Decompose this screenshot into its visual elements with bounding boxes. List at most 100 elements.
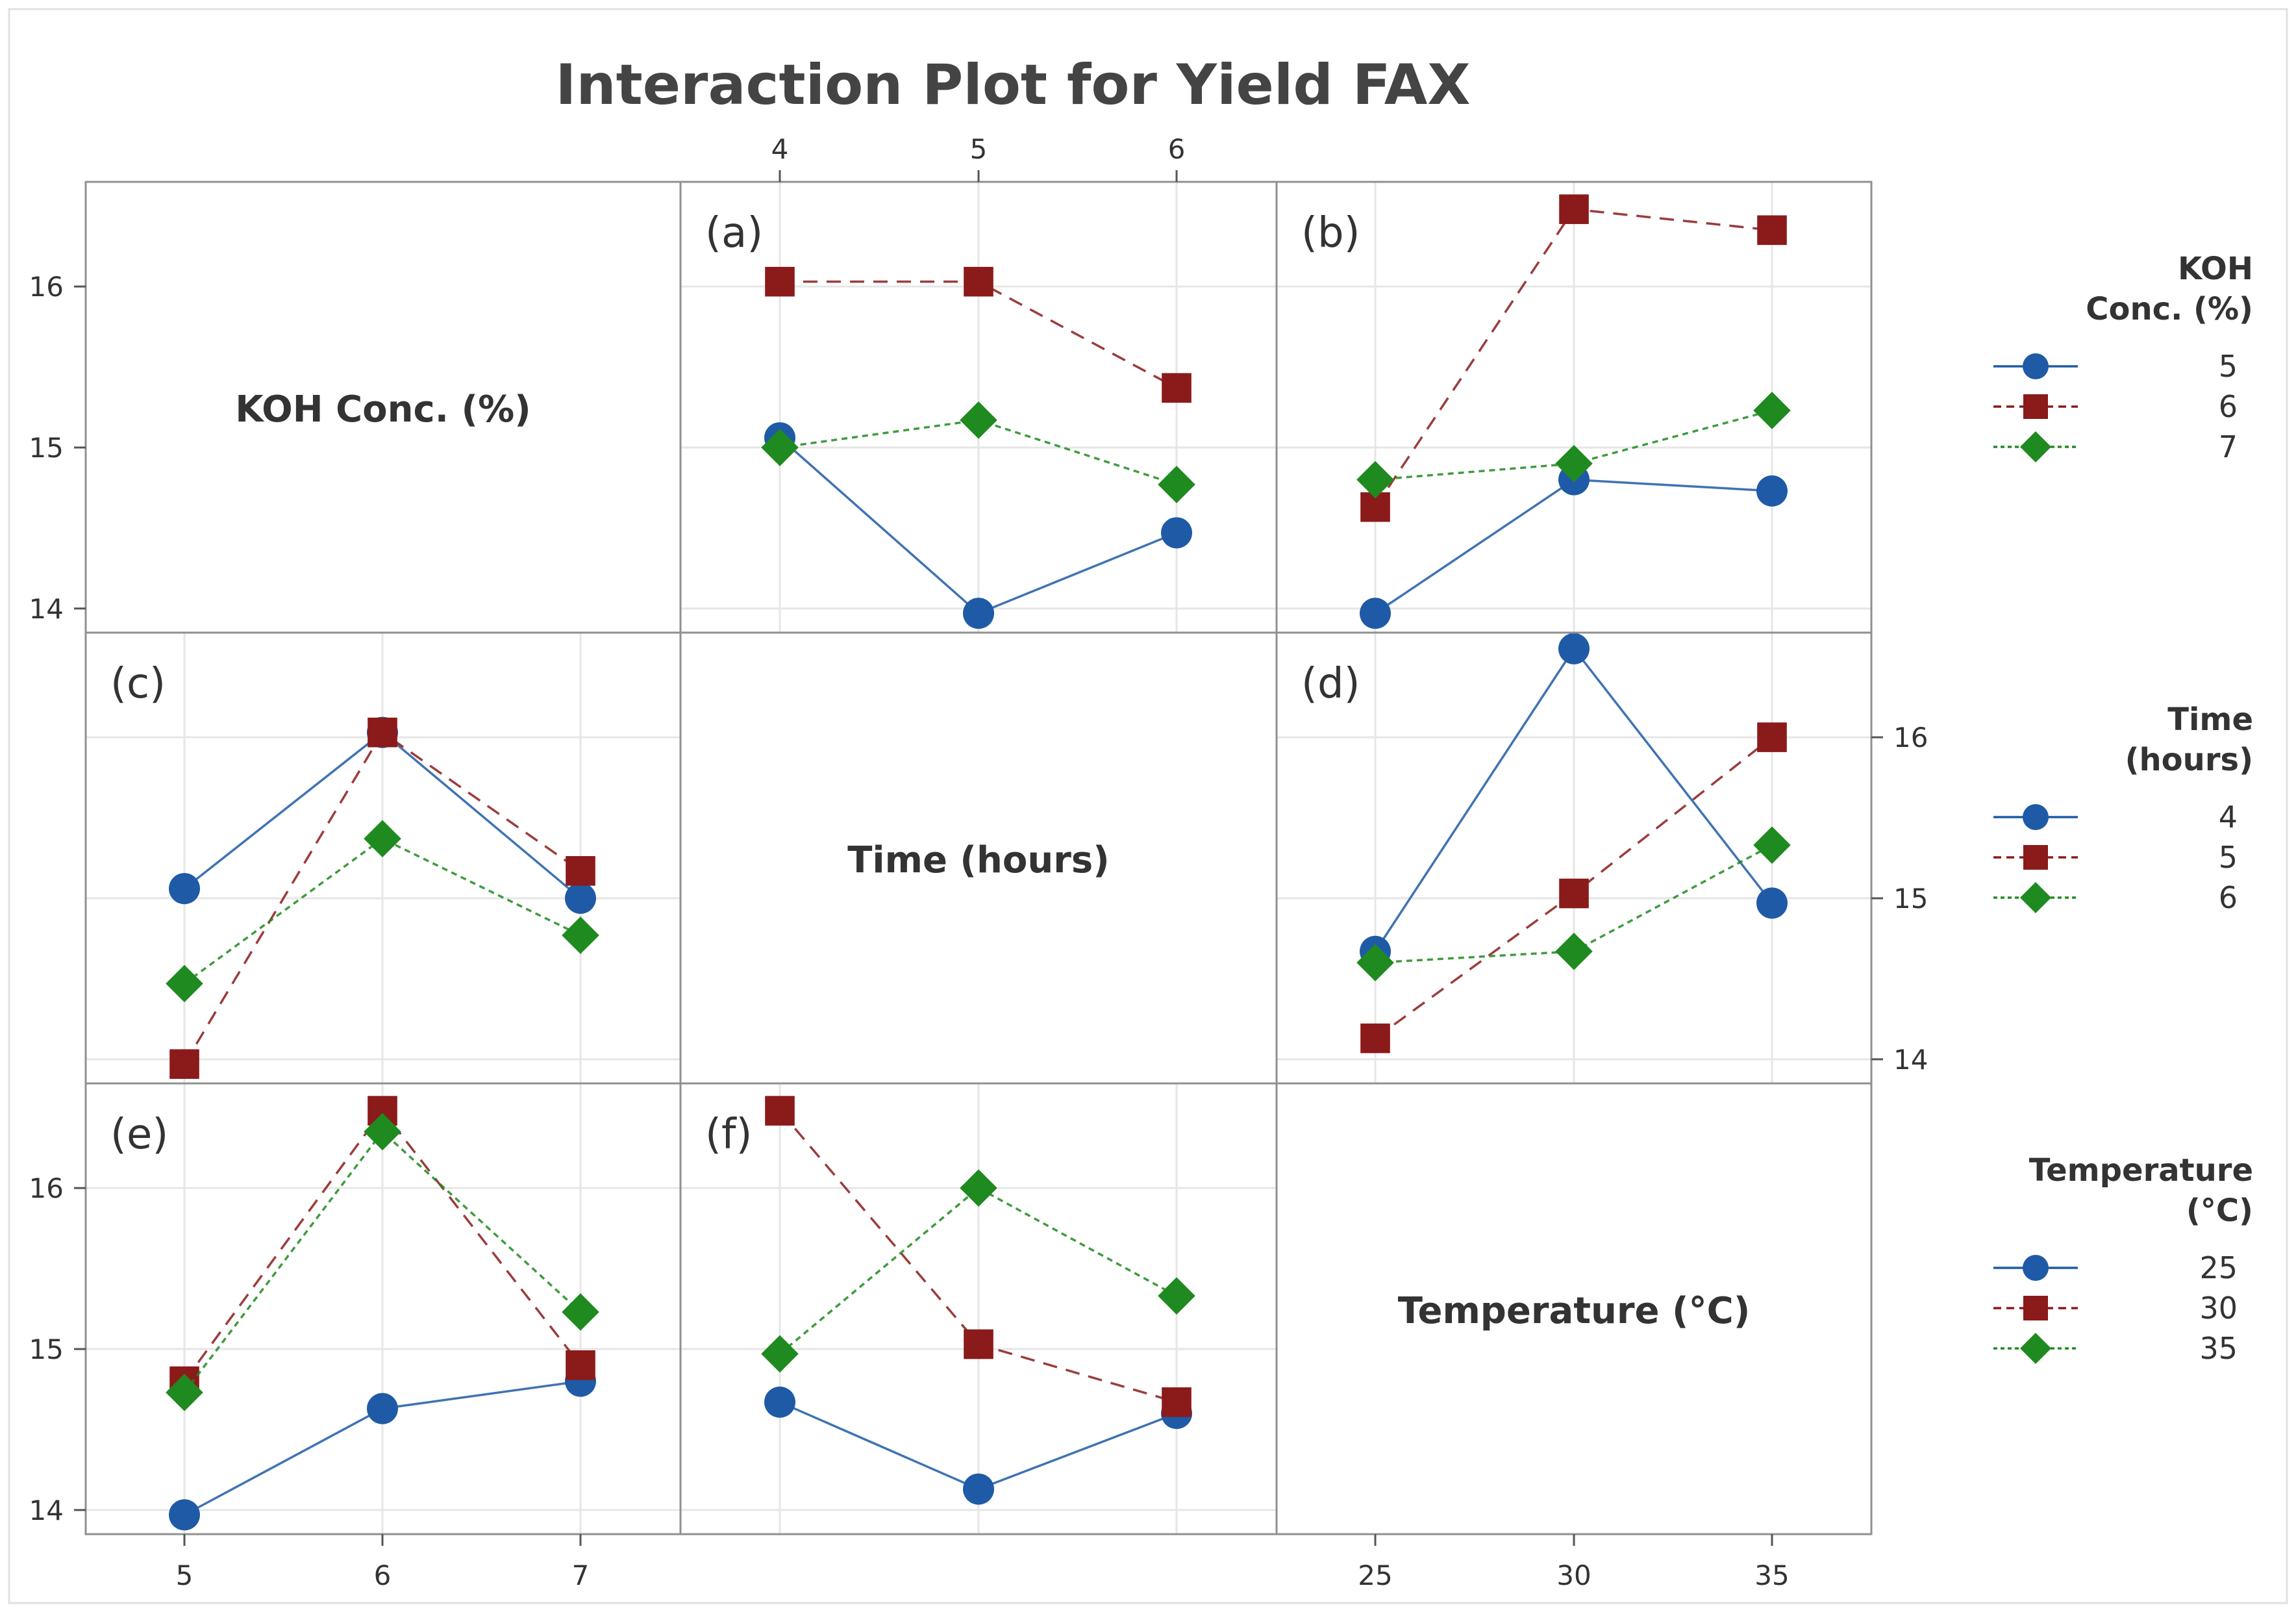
panel-d-series-5-point-3	[1757, 722, 1787, 752]
panel-c-series-6-point-2	[364, 820, 401, 858]
legend-time-title-line: (hours)	[2125, 742, 2253, 778]
legend-temp-title-line: (°C)	[2186, 1193, 2253, 1229]
x-tick-label-top: 4	[771, 133, 789, 165]
panel-b-series-7-point-2	[1555, 444, 1593, 483]
panel-f-series-30-point-3	[1162, 1387, 1192, 1417]
panel-c-label: (c)	[110, 660, 166, 708]
legend-temp-entry-label: 25	[2199, 1250, 2238, 1285]
panel-c-series-4-point-3	[565, 882, 596, 914]
x-tick-label-bottom: 5	[176, 1559, 193, 1591]
legend-koh-swatch-marker	[2023, 353, 2049, 379]
panel-d-label: (d)	[1301, 660, 1360, 708]
panel-a-label: (a)	[705, 209, 763, 257]
panel-a-series-7-point-3	[1158, 466, 1195, 503]
legend-layer: KOH Conc. (%) 5 6 7 Time (hours) 4 5 6 Temperature…	[1993, 251, 2253, 1366]
legend-time-entry-label: 4	[2219, 800, 2238, 835]
legend-temp-entry-label: 35	[2199, 1331, 2238, 1366]
y-tick-label-left: 14	[29, 593, 64, 625]
panel-d-series-6-point-1	[1356, 944, 1394, 981]
panel-c-series-6-point-3	[562, 916, 599, 954]
panel-f-series-35-point-1	[761, 1335, 799, 1373]
legend-temp-entry-label: 30	[2199, 1291, 2238, 1326]
panel-b-series-7-point-3	[1753, 392, 1791, 429]
legend-temp-swatch-marker	[2020, 1333, 2051, 1364]
panel-a-series-5-point-3	[1161, 517, 1192, 549]
panel-d-series-6-point-3	[1753, 826, 1791, 864]
legend-time-entry-label: 6	[2219, 880, 2238, 915]
legend-koh-entry-label: 5	[2219, 349, 2238, 384]
legend-time-entry-label: 5	[2219, 840, 2238, 875]
x-tick-label-bottom: 7	[572, 1559, 590, 1591]
panel-a-series-7-point-1	[761, 429, 799, 466]
panel-c-series-6-point-1	[166, 965, 203, 1003]
legend-koh-title-line: KOH	[2178, 251, 2253, 287]
panel-b-label: (b)	[1301, 209, 1360, 257]
legend-temp-swatch-marker	[2023, 1296, 2048, 1320]
y-tick-label-left: 15	[29, 1333, 64, 1365]
axis-layer: KOH Conc. (%) Time (hours) Temperature (°C…	[29, 133, 1928, 1591]
figure-frame	[8, 8, 2288, 1604]
panel-f-series-25-point-2	[963, 1473, 994, 1505]
panel-e-series-35-point-2	[364, 1113, 401, 1151]
panel-f-series-30-point-2	[964, 1329, 993, 1359]
panel-f-series-30-point-1	[765, 1096, 795, 1126]
legend-time-swatch-marker	[2023, 845, 2048, 870]
panel-d-series-4-point-3	[1756, 887, 1788, 919]
legend-time-swatch-marker	[2023, 804, 2049, 830]
x-tick-label-bottom: 30	[1556, 1559, 1591, 1591]
panel-a-series-6-point-3	[1162, 373, 1192, 403]
panel-f-label: (f)	[705, 1111, 752, 1159]
y-tick-label-left: 16	[29, 1172, 64, 1204]
panel-a-series-7-point-2	[960, 401, 997, 439]
x-tick-label-top: 5	[970, 133, 988, 165]
legend-temp-swatch-marker	[2023, 1255, 2049, 1281]
panel-d-series-5-point-1	[1360, 1023, 1390, 1054]
legend-time-title-line: Time	[2167, 701, 2253, 738]
panel-b-series-6-point-3	[1757, 215, 1787, 246]
x-tick-label-top: 6	[1168, 133, 1186, 165]
x-tick-label-bottom: 25	[1358, 1559, 1392, 1591]
panel-c-series-5-point-1	[169, 1049, 199, 1079]
panel-e-label: (e)	[110, 1111, 168, 1159]
panel-f-series-35-point-3	[1158, 1277, 1195, 1315]
panel-c-series-4-point-1	[169, 873, 200, 905]
panel-d-series-4-point-2	[1558, 633, 1590, 664]
factor-label-time: Time (hours)	[847, 839, 1110, 881]
frame-layer	[84, 181, 1873, 1535]
panel-e-series-30-point-3	[566, 1350, 595, 1380]
panel-d-series-5-point-2	[1559, 878, 1589, 909]
y-tick-label-right: 15	[1893, 883, 1928, 915]
y-tick-label-left: 14	[29, 1495, 64, 1526]
factor-label-temp: Temperature (°C)	[1398, 1290, 1751, 1332]
data-layer: (a) (b) (c) (d) (e) (f)	[110, 194, 1791, 1531]
panel-a-series-6-point-1	[765, 266, 795, 297]
legend-koh-swatch-marker	[2023, 394, 2048, 419]
y-tick-label-right: 14	[1893, 1044, 1928, 1076]
panel-b-series-5-point-1	[1360, 598, 1391, 629]
factor-label-koh: KOH Conc. (%)	[235, 388, 531, 431]
panel-f-series-35-line	[779, 1187, 1177, 1355]
panel-c-series-5-point-2	[368, 717, 397, 748]
legend-koh-entry-label: 6	[2219, 389, 2238, 424]
legend-koh-entry-label: 7	[2219, 429, 2238, 464]
panel-b-series-7-point-1	[1356, 461, 1394, 499]
panel-f-series-25-point-1	[764, 1386, 795, 1418]
panel-e-series-25-point-2	[367, 1393, 398, 1424]
panel-b-series-6-point-2	[1559, 194, 1589, 224]
y-tick-label-right: 16	[1893, 722, 1928, 753]
legend-time-swatch-marker	[2020, 882, 2051, 913]
legend-koh-swatch-marker	[2020, 431, 2051, 462]
y-tick-label-left: 16	[29, 271, 64, 303]
panel-e-series-35-point-3	[562, 1293, 599, 1331]
panel-a-series-5-point-2	[963, 598, 994, 629]
panel-e-series-25-point-1	[169, 1499, 200, 1531]
panel-b-series-5-point-3	[1756, 475, 1788, 507]
x-tick-label-bottom: 6	[374, 1559, 392, 1591]
panel-f-series-35-point-2	[960, 1169, 997, 1207]
legend-koh-title-line: Conc. (%)	[2086, 291, 2253, 327]
panel-d-series-6-point-2	[1555, 932, 1593, 970]
y-tick-label-left: 15	[29, 432, 64, 464]
